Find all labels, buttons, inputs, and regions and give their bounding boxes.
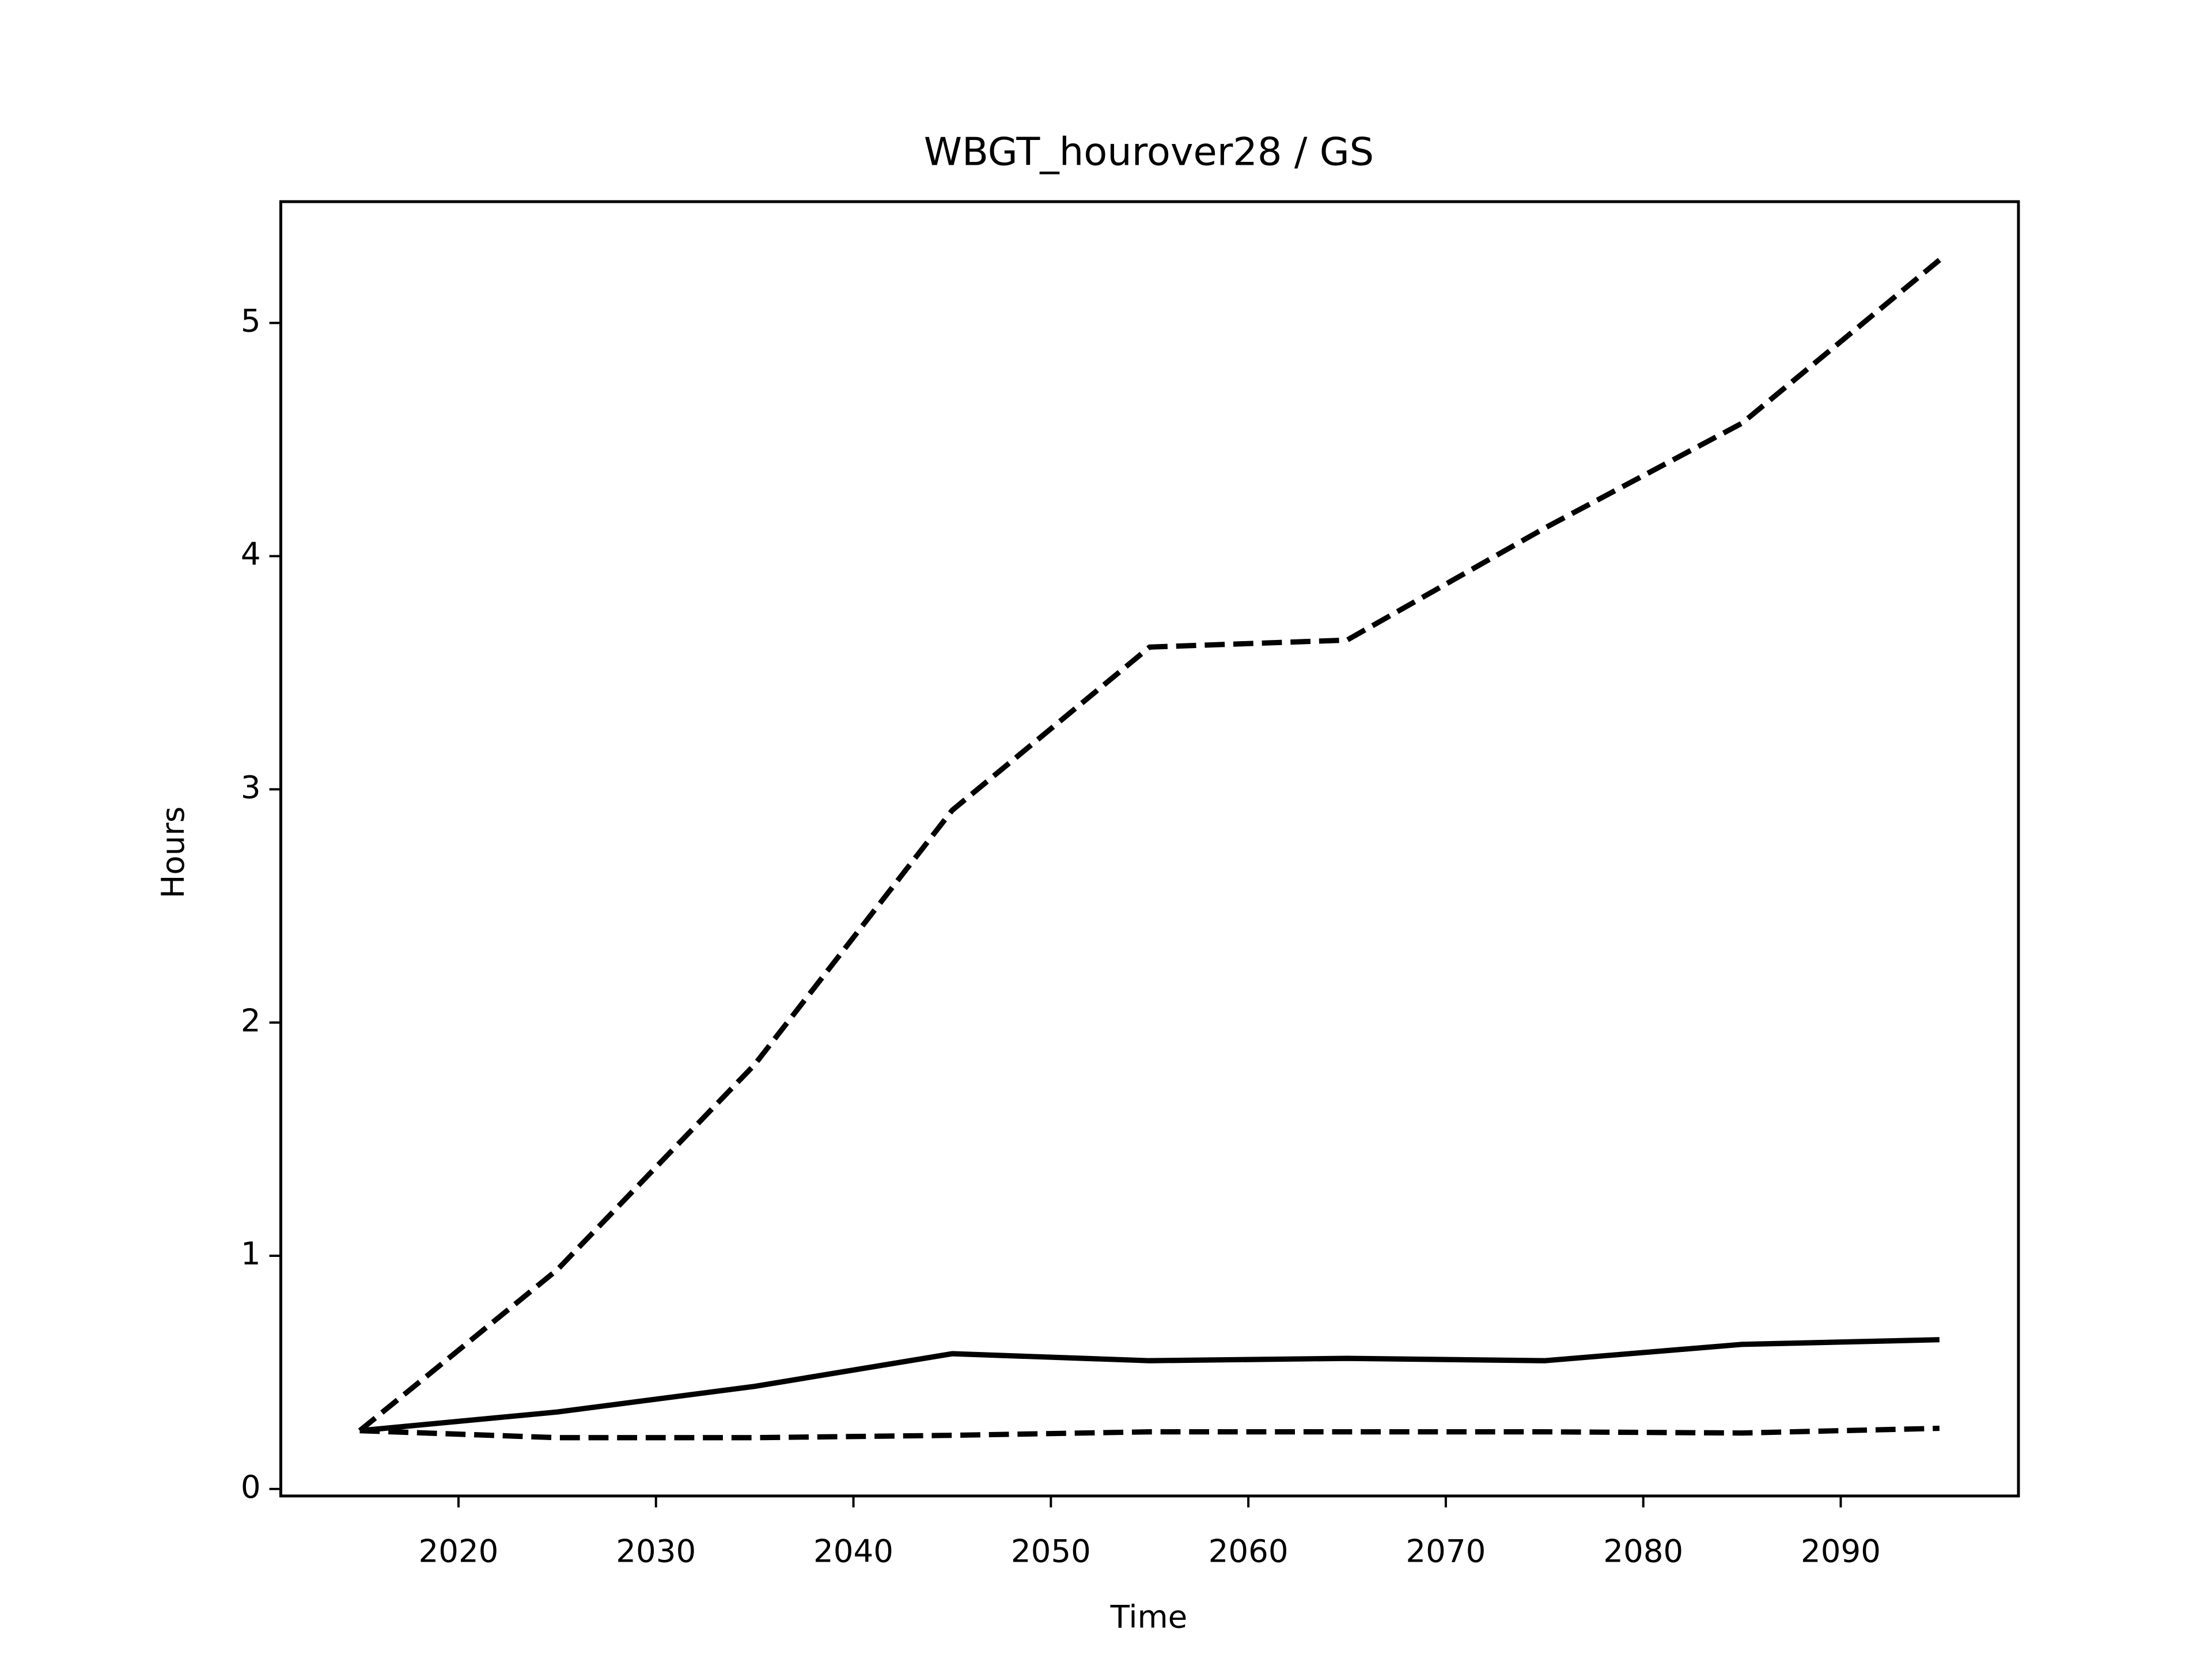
y-tick-label: 1 <box>241 1235 261 1272</box>
data-line <box>358 257 1941 1433</box>
data-line <box>359 1337 1940 1434</box>
y-axis-label: Hours <box>154 806 191 899</box>
y-tick-label: 3 <box>241 768 261 805</box>
data-line <box>359 1425 1940 1441</box>
y-tick-label: 5 <box>241 302 261 339</box>
plot-frame <box>279 200 2020 1498</box>
x-tick-label: 2050 <box>1011 1532 1091 1569</box>
x-tick-label: 2080 <box>1603 1532 1683 1569</box>
x-tick-label: 2090 <box>1801 1532 1881 1569</box>
y-tick-label: 4 <box>241 536 261 573</box>
y-tick-label: 0 <box>241 1468 261 1505</box>
x-axis-label: Time <box>1110 1599 1188 1635</box>
x-tick-label: 2070 <box>1406 1532 1486 1569</box>
chart-title: WBGT_hourover28 / GS <box>924 130 1374 175</box>
y-tick-label: 2 <box>241 1002 261 1039</box>
x-tick-label: 2030 <box>616 1532 696 1569</box>
x-tick-label: 2060 <box>1209 1532 1289 1569</box>
x-tick-label: 2040 <box>813 1532 893 1569</box>
x-tick-label: 2020 <box>418 1532 498 1569</box>
